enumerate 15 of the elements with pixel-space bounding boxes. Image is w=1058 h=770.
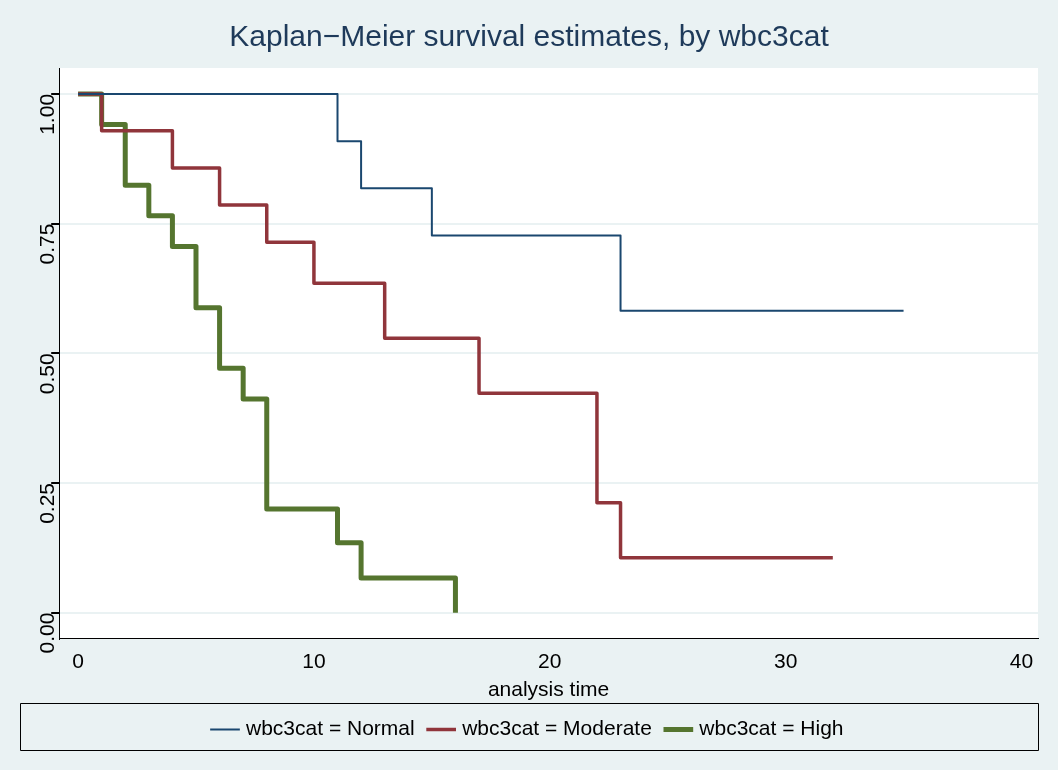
x-tick-label: 30 xyxy=(773,649,798,672)
y-tick-label: 0.50 xyxy=(35,353,58,395)
y-tick-label: 1.00 xyxy=(35,93,58,135)
y-tick-label: 0.75 xyxy=(35,223,58,265)
legend-label: wbc3cat = Normal xyxy=(245,716,415,740)
x-tick-label: 40 xyxy=(1009,649,1034,672)
x-tick-label: 0 xyxy=(72,649,84,672)
x-axis-title: analysis time xyxy=(487,677,610,701)
x-tick-label: 10 xyxy=(302,649,326,672)
legend-label: wbc3cat = High xyxy=(698,716,844,740)
y-tick-label: 0.25 xyxy=(35,482,58,524)
x-tick-label: 20 xyxy=(538,649,562,672)
y-tick-label: 0.00 xyxy=(35,612,58,654)
legend-label: wbc3cat = Moderate xyxy=(461,716,652,740)
chart-title: Kaplan−Meier survival estimates, by wbc3cat xyxy=(229,19,830,53)
